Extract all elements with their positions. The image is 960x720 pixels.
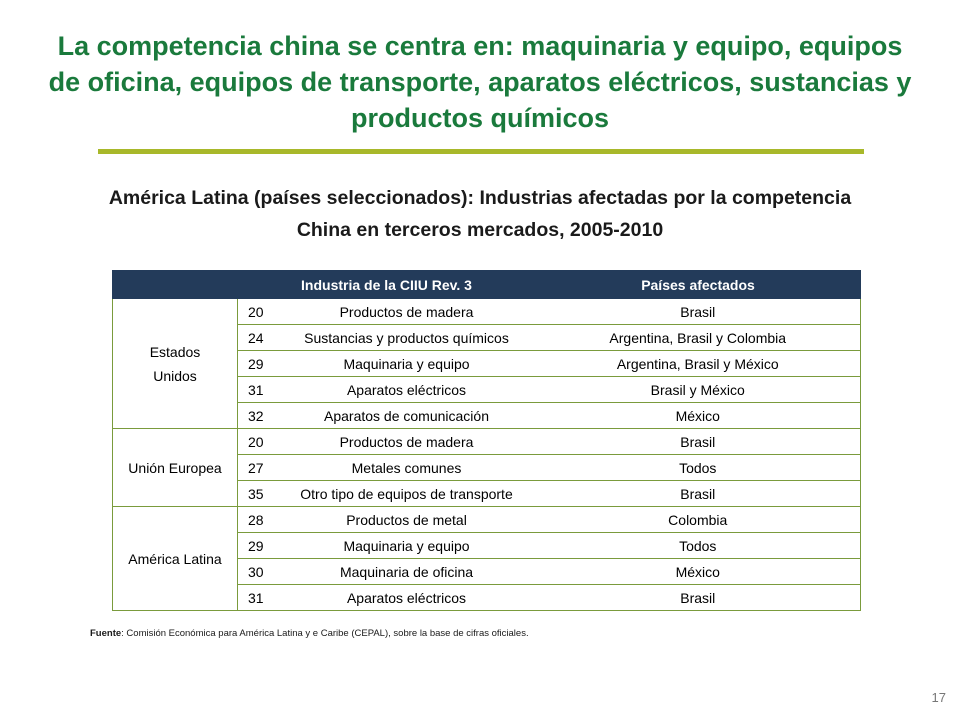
- table-row: Unión Europea 20 Productos de madera Brasil: [112, 428, 861, 507]
- region-cell: América Latina: [112, 506, 238, 611]
- source-note: Fuente: Comisión Económica para América …: [90, 628, 529, 639]
- table-row: 32 Aparatos de comunicación México: [113, 402, 861, 429]
- table-row: 31 Aparatos eléctricos Brasil y México: [113, 376, 861, 403]
- table-row: 27 Metales comunes Todos: [113, 454, 861, 481]
- countries-cell: Todos: [535, 454, 861, 481]
- industry-cell: Maquinaria de oficina: [277, 558, 536, 585]
- industry-cell: Aparatos de comunicación: [277, 402, 536, 429]
- source-text: : Comisión Económica para América Latina…: [121, 628, 529, 639]
- region-label: Estados: [149, 343, 201, 360]
- table-row: 29 Maquinaria y equipo Argentina, Brasil y…: [113, 350, 861, 377]
- table-body: Estados Unidos 20 Productos de madera Brasil…: [112, 298, 861, 611]
- industry-cell: Productos de metal: [277, 506, 536, 533]
- region-cell: Unión Europea: [112, 428, 238, 507]
- region-cell: Estados Unidos: [112, 298, 238, 429]
- code-cell: 35: [237, 480, 278, 507]
- code-cell: 31: [237, 376, 278, 403]
- source-label: Fuente: [90, 628, 122, 639]
- header-region: [112, 270, 238, 299]
- code-cell: 24: [237, 324, 278, 351]
- code-cell: 28: [237, 506, 278, 533]
- table-row: 24 Sustancias y productos químicos Argenti…: [113, 324, 861, 351]
- industry-cell: Otro tipo de equipos de transporte: [277, 480, 536, 507]
- industries-table: Industria de la CIIU Rev. 3 Países afect…: [112, 270, 861, 611]
- countries-cell: México: [535, 558, 861, 585]
- code-cell: 29: [237, 350, 278, 377]
- table-row: América Latina 28 Productos de metal Colomb…: [112, 506, 861, 611]
- table-row: 29 Maquinaria y equipo Todos: [113, 532, 861, 559]
- countries-cell: México: [535, 402, 861, 429]
- title-divider: [98, 149, 864, 154]
- countries-cell: Brasil: [535, 584, 861, 611]
- countries-cell: Todos: [535, 532, 861, 559]
- table-header-row: Industria de la CIIU Rev. 3 Países afect…: [112, 270, 861, 299]
- table-row: Estados Unidos 20 Productos de madera Brasil: [112, 298, 861, 429]
- countries-cell: Argentina, Brasil y Colombia: [535, 324, 861, 351]
- slide-title: La competencia china se centra en: maqui…: [48, 31, 912, 133]
- countries-cell: Brasil: [535, 298, 861, 325]
- code-cell: 29: [237, 532, 278, 559]
- industry-cell: Metales comunes: [277, 454, 536, 481]
- industry-cell: Maquinaria y equipo: [277, 532, 536, 559]
- header-countries: Países afectados: [535, 270, 861, 299]
- countries-cell: Brasil y México: [535, 376, 861, 403]
- table-row: 30 Maquinaria de oficina México: [113, 558, 861, 585]
- industry-cell: Sustancias y productos químicos: [277, 324, 536, 351]
- code-cell: 20: [237, 428, 278, 455]
- industry-cell: Aparatos eléctricos: [277, 584, 536, 611]
- code-cell: 27: [237, 454, 278, 481]
- industry-cell: Productos de madera: [277, 298, 536, 325]
- header-industry: Industria de la CIIU Rev. 3: [237, 270, 536, 299]
- countries-cell: Argentina, Brasil y México: [535, 350, 861, 377]
- page-number: 17: [931, 690, 946, 705]
- region-label: Unión Europea: [128, 459, 222, 476]
- code-cell: 32: [237, 402, 278, 429]
- table-row: 35 Otro tipo de equipos de transporte Bras…: [113, 480, 861, 507]
- countries-cell: Brasil: [535, 428, 861, 455]
- countries-cell: Colombia: [535, 506, 861, 533]
- code-cell: 20: [237, 298, 278, 325]
- region-label: América Latina: [128, 550, 222, 567]
- industry-cell: Productos de madera: [277, 428, 536, 455]
- table-row: 31 Aparatos eléctricos Brasil: [113, 584, 861, 611]
- industry-cell: Aparatos eléctricos: [277, 376, 536, 403]
- countries-cell: Brasil: [535, 480, 861, 507]
- code-cell: 30: [237, 558, 278, 585]
- region-label-line2: Unidos: [153, 367, 197, 384]
- industry-cell: Maquinaria y equipo: [277, 350, 536, 377]
- code-cell: 31: [237, 584, 278, 611]
- table-subtitle: América Latina (países seleccionados): I…: [108, 187, 852, 241]
